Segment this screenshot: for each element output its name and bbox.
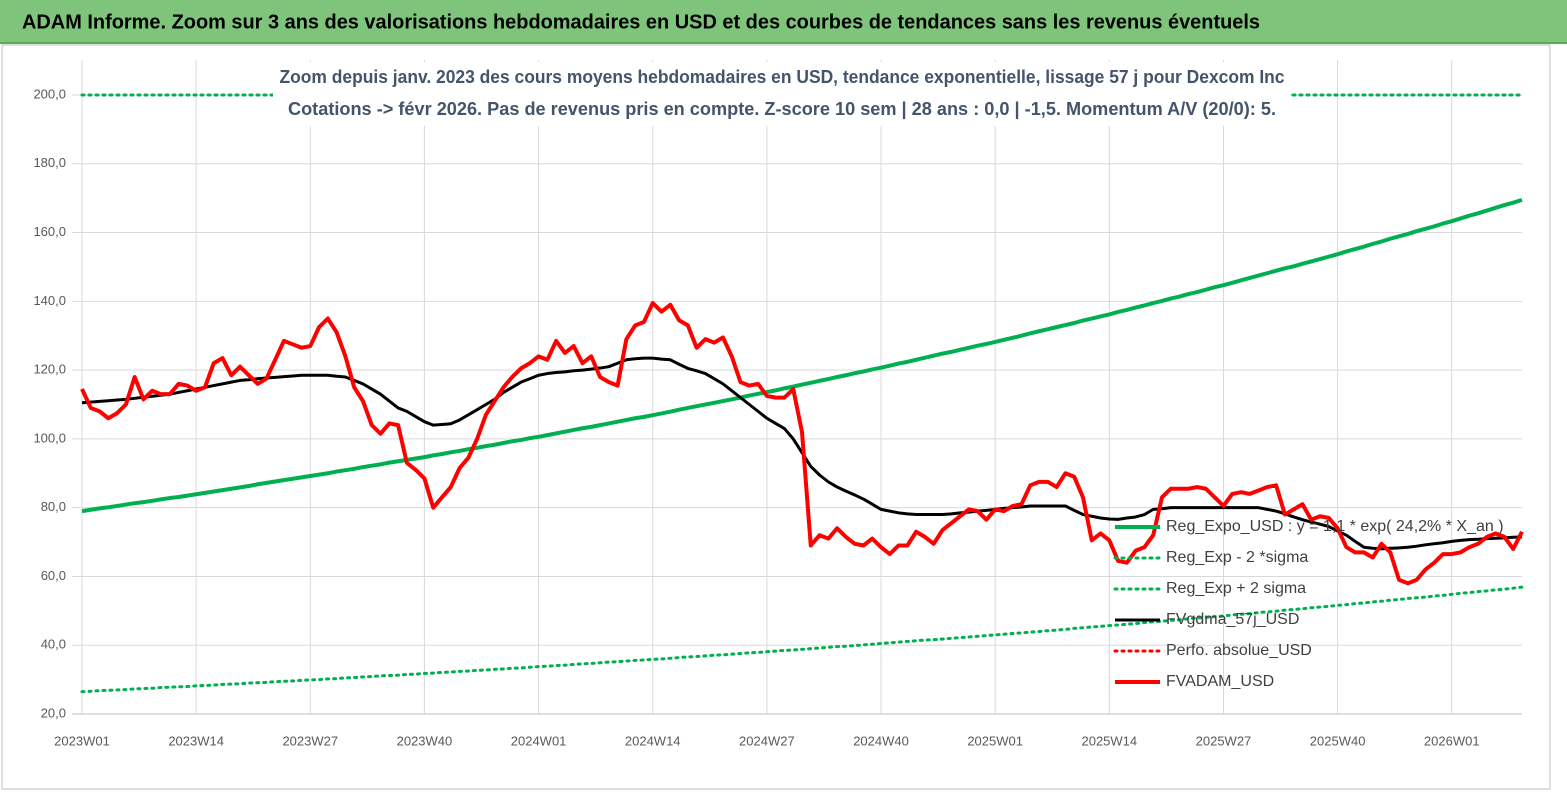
legend-label: Perfo. absolue_USD bbox=[1166, 642, 1312, 659]
series-line bbox=[80, 585, 1524, 694]
y-tick-label: 140,0 bbox=[33, 293, 66, 308]
y-tick-label: 200,0 bbox=[33, 86, 66, 101]
title-bar bbox=[0, 0, 1567, 43]
x-tick-label: 2026W01 bbox=[1424, 733, 1480, 748]
x-tick-label: 2023W40 bbox=[397, 733, 453, 748]
x-tick-label: 2025W27 bbox=[1196, 733, 1252, 748]
x-tick-label: 2025W01 bbox=[967, 733, 1023, 748]
x-tick-label: 2025W40 bbox=[1310, 733, 1366, 748]
subtitle-box bbox=[273, 62, 1290, 126]
x-tick-label: 2023W27 bbox=[282, 733, 338, 748]
y-tick-label: 40,0 bbox=[41, 637, 66, 652]
chart-subtitle: Zoom depuis janv. 2023 des cours moyens … bbox=[280, 67, 1285, 87]
x-tick-label: 2024W40 bbox=[853, 733, 909, 748]
series-line bbox=[80, 301, 1524, 586]
x-tick-label: 2023W14 bbox=[168, 733, 224, 748]
x-tick-label: 2024W27 bbox=[739, 733, 795, 748]
x-tick-label: 2025W14 bbox=[1081, 733, 1137, 748]
x-tick-label: 2023W01 bbox=[54, 733, 110, 748]
legend-label: Reg_Expo_USD : y = 1,1 * exp( 24,2% * X_… bbox=[1166, 518, 1504, 535]
legend-label: Reg_Exp - 2 *sigma bbox=[1166, 549, 1308, 566]
legend-label: FVgdma_57j_USD bbox=[1166, 611, 1299, 628]
y-tick-label: 180,0 bbox=[33, 155, 66, 170]
chart-subtitle: Cotations -> févr 2026. Pas de revenus p… bbox=[288, 99, 1276, 119]
x-tick-label: 2024W14 bbox=[625, 733, 681, 748]
y-tick-label: 160,0 bbox=[33, 224, 66, 239]
legend-label: FVADAM_USD bbox=[1166, 673, 1274, 690]
chart-title: ADAM Informe. Zoom sur 3 ans des valoris… bbox=[22, 11, 1260, 33]
y-tick-label: 100,0 bbox=[33, 430, 66, 445]
y-tick-label: 120,0 bbox=[33, 362, 66, 377]
y-tick-label: 80,0 bbox=[41, 499, 66, 514]
legend-label: Reg_Exp + 2 sigma bbox=[1166, 580, 1306, 597]
y-tick-label: 60,0 bbox=[41, 568, 66, 583]
x-tick-label: 2024W01 bbox=[511, 733, 567, 748]
series-line bbox=[81, 197, 1523, 514]
chart-border bbox=[1, 44, 1551, 790]
y-tick-label: 20,0 bbox=[41, 705, 66, 720]
